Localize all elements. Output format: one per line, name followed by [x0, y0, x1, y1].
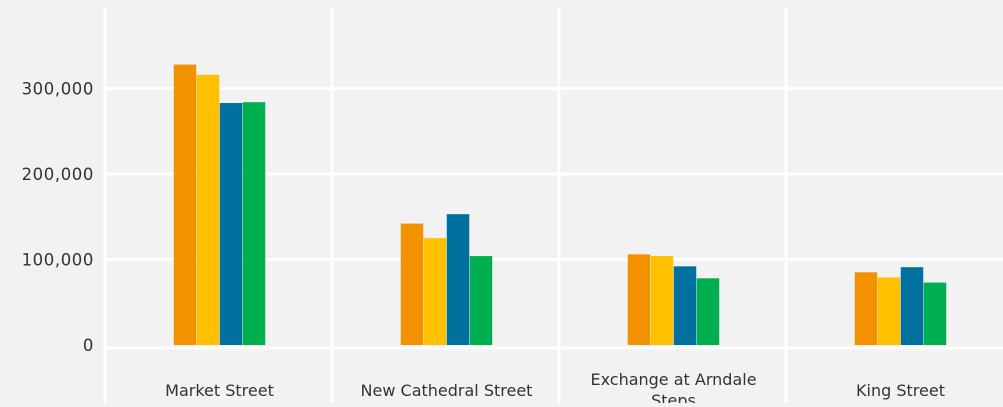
x-tick-label: Steps [651, 391, 696, 403]
bar [877, 277, 901, 345]
y-tick-label: 300,000 [22, 80, 94, 99]
x-tick-label: Market Street [165, 381, 274, 400]
y-tick-labels: 0 100,000 200,000 300,000 [22, 80, 94, 356]
bars [173, 64, 947, 346]
bar [469, 256, 493, 345]
y-tick-label: 100,000 [22, 251, 94, 270]
bar [219, 103, 243, 345]
x-tick-label: King Street [856, 381, 945, 400]
bar [854, 272, 878, 345]
bar [696, 278, 720, 345]
bar [400, 223, 424, 345]
x-tick-labels: Market Street New Cathedral Street Exchang… [165, 370, 945, 407]
bar [173, 64, 197, 345]
bar [673, 266, 697, 345]
bar [900, 267, 924, 345]
bar [923, 282, 947, 345]
y-tick-label: 0 [83, 336, 94, 355]
bar [242, 102, 266, 346]
bar [650, 256, 674, 345]
bar [196, 74, 220, 345]
bar [423, 238, 447, 345]
bar [446, 214, 470, 345]
bar [627, 254, 651, 345]
y-tick-label: 200,000 [22, 165, 94, 184]
x-tick-label: Exchange at Arndale [590, 370, 756, 389]
x-tick-label: New Cathedral Street [361, 381, 533, 400]
